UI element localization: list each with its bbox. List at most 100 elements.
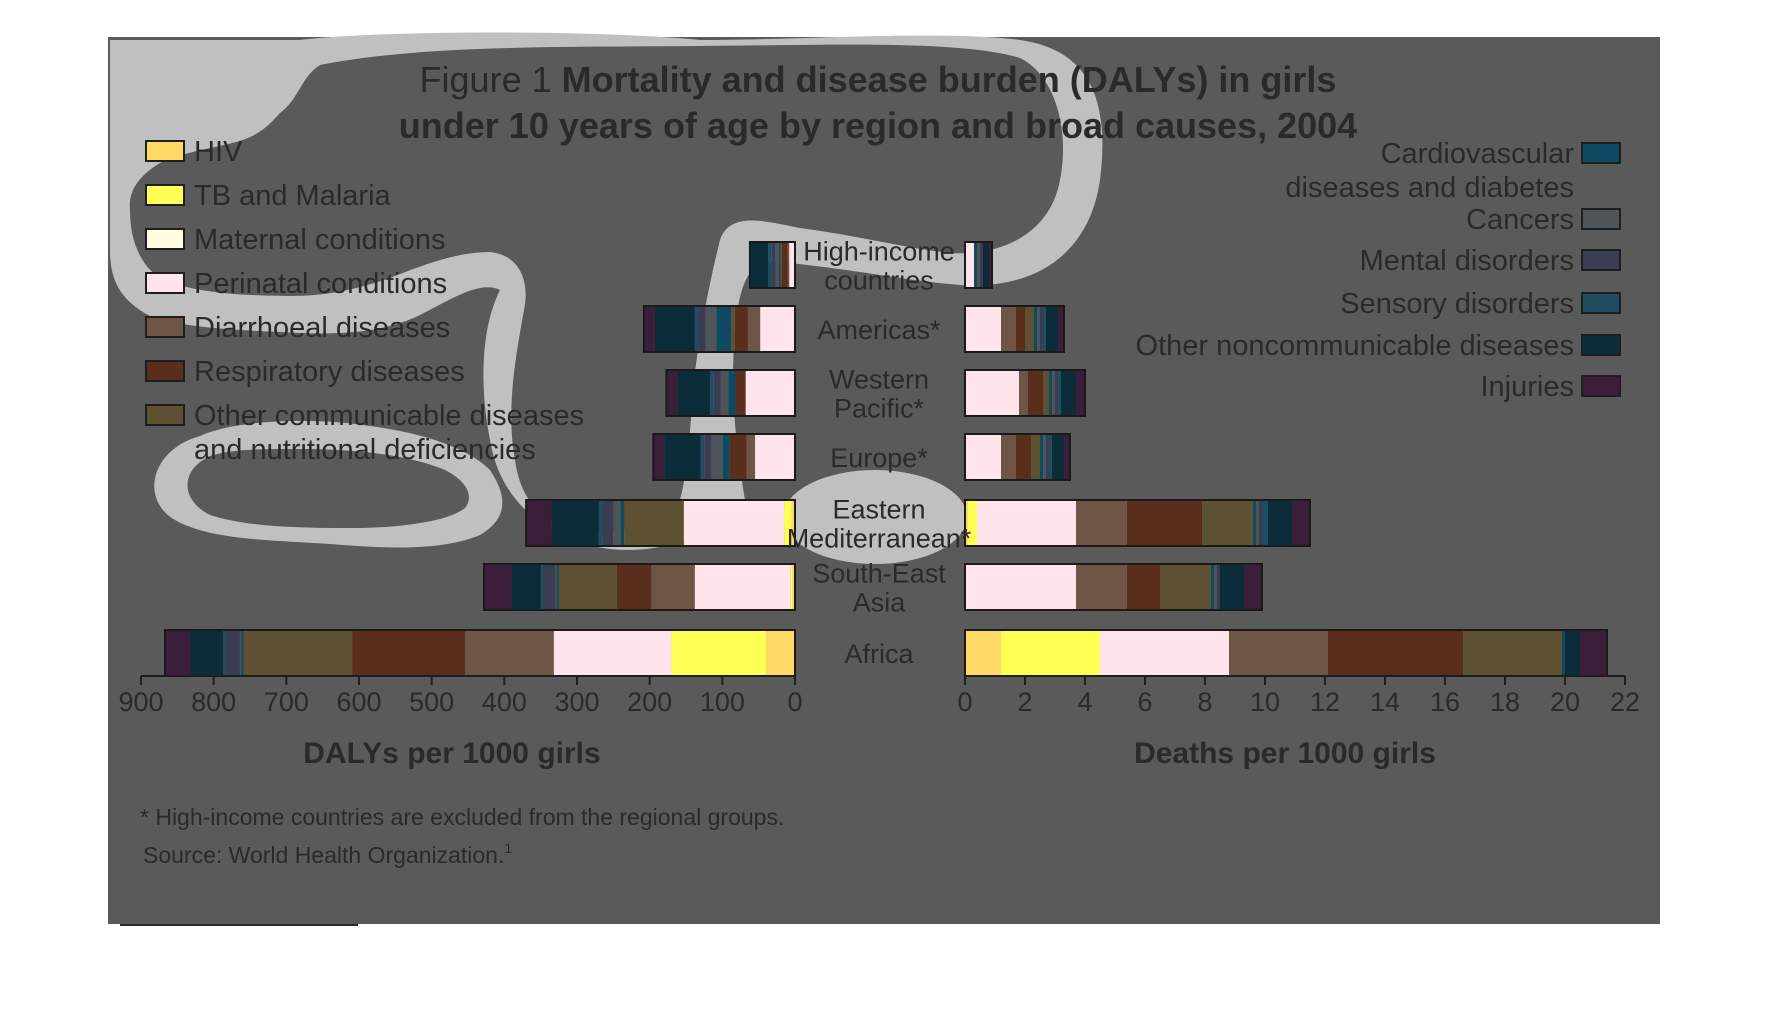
bar-segment-perinatal-conditions <box>694 564 791 610</box>
bar-segment-respiratory-diseases <box>1028 370 1043 416</box>
legend-item-tb-and-malaria: TB and Malaria <box>145 180 392 212</box>
bar-segment-injuries <box>1064 434 1070 480</box>
bar-segment-other-communicable-diseases-and-nutritional-deficiencies <box>243 630 353 676</box>
bar-segment-injuries <box>1292 500 1310 546</box>
legend-label: and nutritional deficiencies <box>194 434 536 466</box>
tick-label: 12 <box>1310 687 1340 717</box>
bar-segment-tb-and-malaria <box>784 500 792 546</box>
bar-segment-respiratory-diseases <box>735 370 746 416</box>
legend-swatch <box>1581 142 1621 164</box>
bar-segment-perinatal-conditions <box>553 630 672 676</box>
tick-label: 4 <box>1077 687 1092 717</box>
bar-segment-mental-disorders <box>1259 500 1262 546</box>
bar-outline <box>748 241 796 289</box>
bar-row-americas <box>964 305 1065 353</box>
bar-segment-sensory-disorders <box>700 434 705 480</box>
category-label-line: Europe* <box>830 443 928 473</box>
legend-label: Cardiovascular <box>1381 138 1575 170</box>
legend-item-diarrhoeal-diseases: Diarrhoeal diseases <box>145 312 450 344</box>
bar-segment-sensory-disorders <box>1058 370 1061 416</box>
bar-segment-sensory-disorders <box>223 630 226 676</box>
source-superscript: 1 <box>504 840 512 856</box>
bar-outline <box>964 369 1086 417</box>
bar-segment-other-noncommunicable-diseases <box>511 564 541 610</box>
category-label-line: Eastern <box>832 495 925 525</box>
bar-segment-other-communicable-diseases-and-nutritional-deficiencies <box>1160 564 1211 610</box>
bar-segment-diarrhoeal-diseases <box>1076 500 1127 546</box>
tick-label: 500 <box>409 687 454 717</box>
tick-label: 2 <box>1017 687 1032 717</box>
bar-outline <box>964 563 1263 611</box>
bar-segment-other-noncommunicable-diseases <box>1061 370 1076 416</box>
legend-item-sensory-disorders: Sensory disorders <box>1340 288 1621 320</box>
tick-label: 16 <box>1430 687 1460 717</box>
tick-label: 200 <box>627 687 672 717</box>
legend-label: Other noncommunicable diseases <box>1136 330 1574 362</box>
bar-segment-mental-disorders <box>542 564 556 610</box>
tick-label: 0 <box>957 687 972 717</box>
bar-row-europe <box>964 433 1071 481</box>
tick-label: 800 <box>191 687 236 717</box>
bar-segment-cardiovascular-diseases-and-diabetes <box>1562 630 1565 676</box>
bar-segment-tb-and-malaria <box>968 500 977 546</box>
legend-swatch <box>145 360 185 382</box>
footnote: * High-income countries are excluded fro… <box>140 804 784 830</box>
legend-label: Perinatal conditions <box>194 268 447 300</box>
bar-segment-perinatal-conditions <box>1100 630 1229 676</box>
bar-segment-sensory-disorders <box>540 564 543 610</box>
bar-segment-perinatal-conditions <box>745 370 795 416</box>
legend-swatch <box>1581 208 1621 230</box>
bar-segment-other-noncommunicable-diseases <box>1268 500 1292 546</box>
category-label-line: High-income <box>803 237 955 267</box>
bar-segment-mental-disorders <box>698 306 706 352</box>
bar-segment-cardiovascular-diseases-and-diabetes <box>556 564 559 610</box>
bar-segment-diarrhoeal-diseases <box>1229 630 1328 676</box>
bar-segment-sensory-disorders <box>694 306 699 352</box>
bar-segment-cardiovascular-diseases-and-diabetes <box>241 630 244 676</box>
tick-label: 300 <box>554 687 599 717</box>
bar-segment-other-communicable-diseases-and-nutritional-deficiencies <box>1463 630 1562 676</box>
bar-segment-respiratory-diseases <box>781 242 788 288</box>
bar-segment-mental-disorders <box>1040 306 1043 352</box>
legend-item-mental-disorders: Mental disorders <box>1360 245 1621 277</box>
bar-segment-cancers <box>1256 500 1259 546</box>
bar-segment-mental-disorders <box>1046 434 1049 480</box>
category-label-line: Mediterranean* <box>787 524 972 554</box>
legend-item-injuries: Injuries <box>1481 371 1621 403</box>
bar-segment-mental-disorders <box>225 630 240 676</box>
bar-row-americas <box>642 305 796 353</box>
tick-label: 700 <box>264 687 309 717</box>
category-label-line: Americas* <box>817 315 941 345</box>
bar-segment-respiratory-diseases <box>1127 564 1160 610</box>
overlay-ring-left <box>154 420 503 548</box>
bar-segment-cardiovascular-diseases-and-diabetes <box>722 434 730 480</box>
legend-item-maternal-conditions: Maternal conditions <box>145 224 445 256</box>
bar-segment-mental-disorders <box>704 434 712 480</box>
legend-label: TB and Malaria <box>194 180 392 212</box>
bar-segment-cardiovascular-diseases-and-diabetes <box>974 242 977 288</box>
legend-swatch <box>145 228 185 250</box>
bar-segment-injuries <box>643 306 655 352</box>
bar-segment-perinatal-conditions <box>965 434 1001 480</box>
bar-segment-mental-disorders <box>1217 564 1220 610</box>
bar-segment-diarrhoeal-diseases <box>1019 370 1028 416</box>
bar-segment-cardiovascular-diseases-and-diabetes <box>716 306 732 352</box>
bar-segment-diarrhoeal-diseases <box>651 564 695 610</box>
bar-segment-other-noncommunicable-diseases <box>983 242 989 288</box>
bar-outline <box>482 563 796 611</box>
category-label-africa: Africa <box>844 639 914 669</box>
category-label-line: Western <box>829 365 929 395</box>
overlay-shapes <box>110 32 1103 564</box>
bar-segment-other-noncommunicable-diseases <box>190 630 224 676</box>
legend-label: Respiratory diseases <box>194 356 465 388</box>
bar-segment-cancers <box>1214 564 1217 610</box>
bar-segment-tb-and-malaria <box>1001 630 1100 676</box>
bar-segment-diarrhoeal-diseases <box>747 306 761 352</box>
category-label-americas: Americas* <box>817 315 941 345</box>
tick-label: 900 <box>118 687 163 717</box>
bar-segment-sensory-disorders <box>709 370 714 416</box>
bar-segment-other-noncommunicable-diseases <box>677 370 710 416</box>
